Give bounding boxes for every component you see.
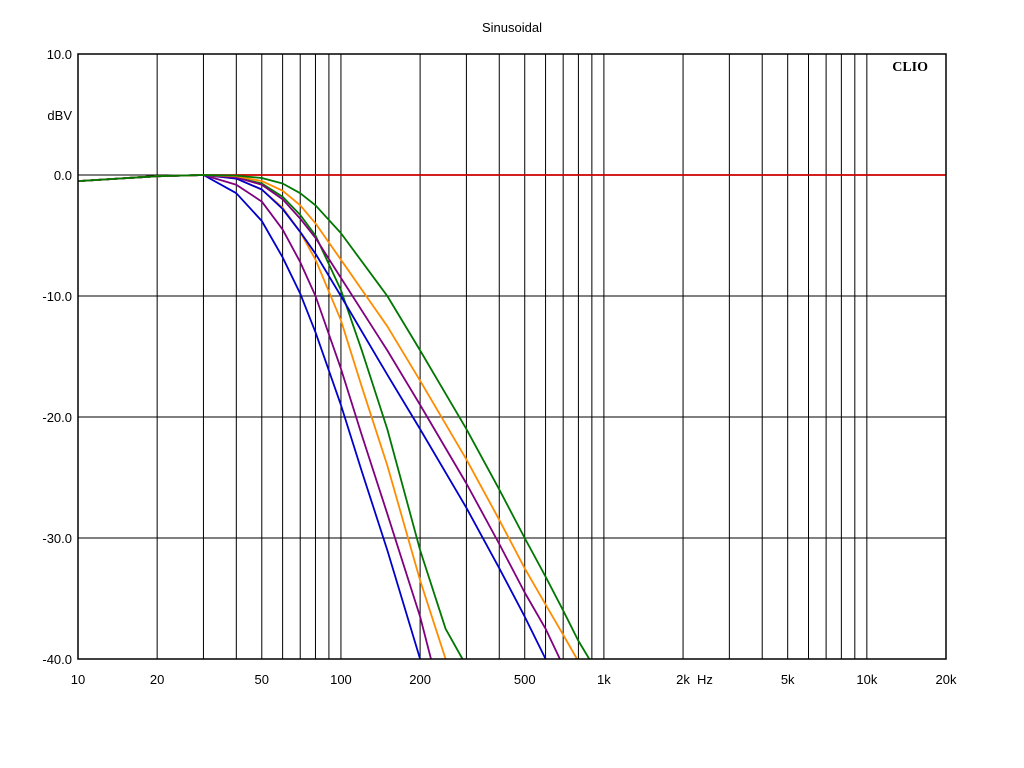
plot-area	[78, 54, 946, 659]
x-tick-label: 200	[409, 672, 431, 687]
x-tick-label: 20k	[936, 672, 957, 687]
x-tick-label: 100	[330, 672, 352, 687]
y-tick-label: -20.0	[42, 410, 72, 425]
x-tick-label: 500	[514, 672, 536, 687]
x-tick-label: 2k	[676, 672, 690, 687]
y-tick-label: 0.0	[54, 168, 72, 183]
y-tick-label: -30.0	[42, 531, 72, 546]
chart-title: Sinusoidal	[482, 20, 542, 35]
y-tick-labels: 10.0 0.0 -10.0 -20.0 -30.0 -40.0	[42, 47, 72, 667]
x-tick-label: 10k	[856, 672, 877, 687]
series-line-9	[77, 174, 591, 660]
y-tick-label: -10.0	[42, 289, 72, 304]
clio-logo-text: CLIO	[892, 60, 928, 75]
y-axis-label: dBV	[47, 108, 72, 123]
x-tick-label: 10	[71, 672, 85, 687]
x-tick-label: 20	[150, 672, 164, 687]
x-tick-label: 1k	[597, 672, 611, 687]
x-tick-labels: 10 20 50 100 200 500 1k 2k 5k 10k 20k	[71, 672, 957, 687]
x-tick-label: 50	[255, 672, 269, 687]
series-layer	[77, 174, 946, 660]
plot-frame	[77, 53, 947, 660]
x-axis-label: Hz	[697, 672, 713, 687]
x-tick-label: 5k	[781, 672, 795, 687]
y-tick-label: 10.0	[47, 47, 72, 62]
y-tick-label: -40.0	[42, 652, 72, 667]
